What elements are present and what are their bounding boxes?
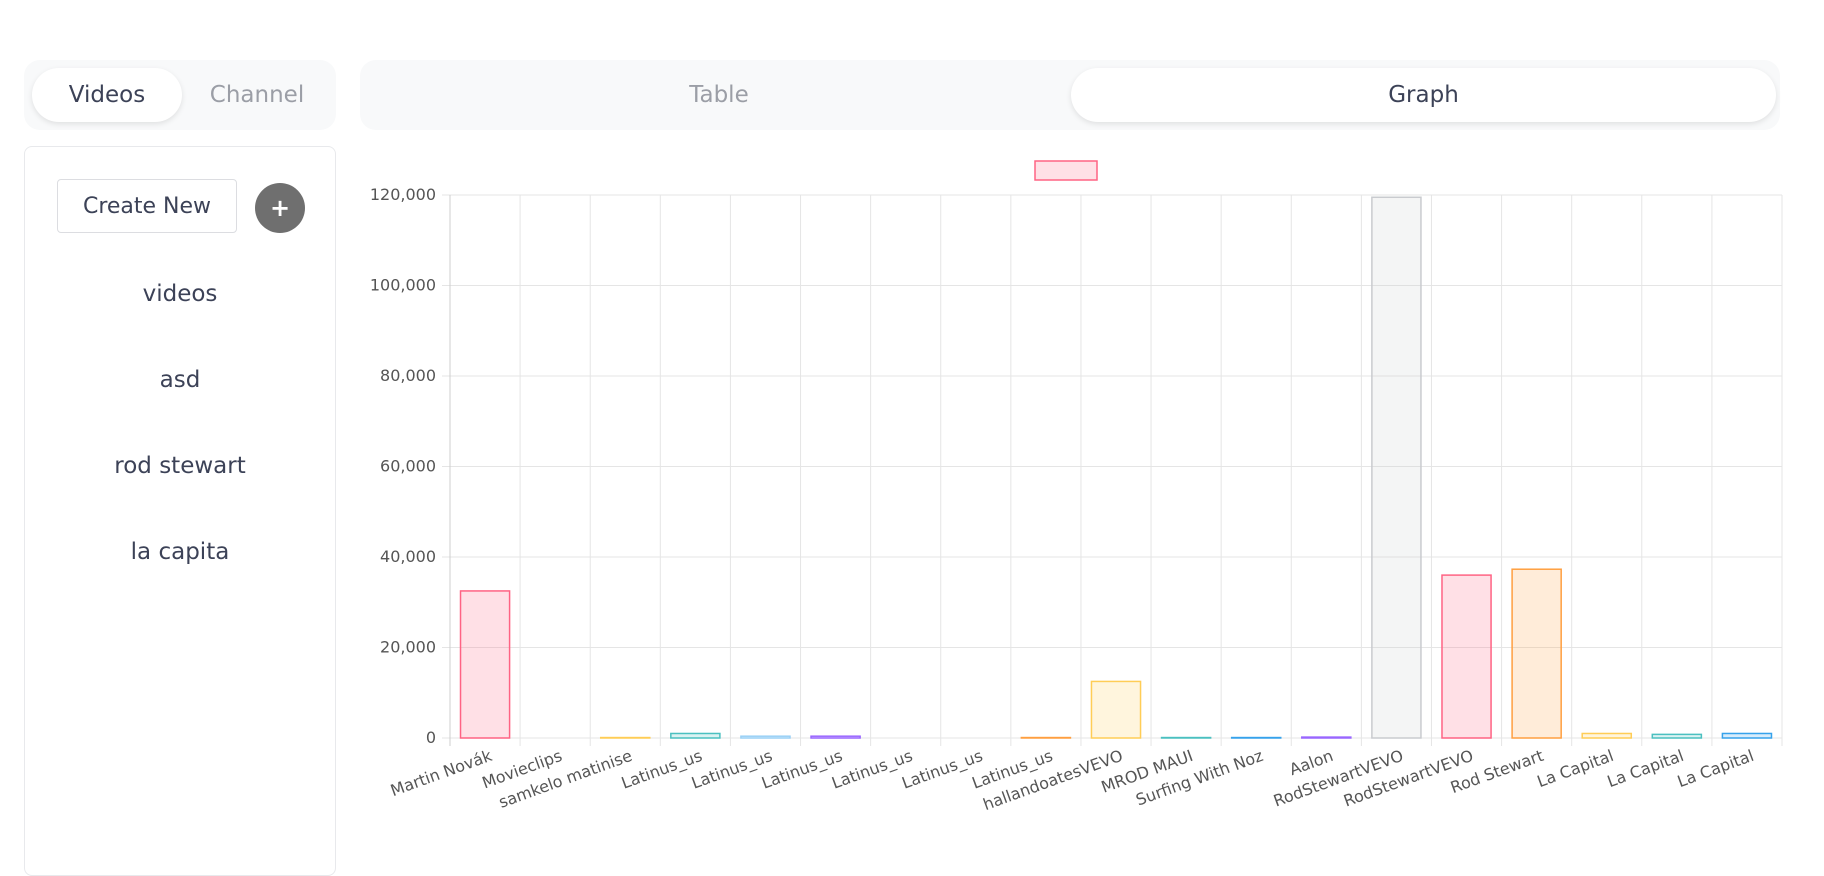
y-tick-label: 40,000 — [380, 547, 436, 566]
bar — [741, 736, 790, 738]
bar — [1442, 575, 1491, 738]
list-item-la-capita[interactable]: la capita — [25, 509, 335, 595]
videos-tab[interactable]: Videos — [32, 68, 182, 122]
bar — [1722, 733, 1771, 738]
sidebar: Create New + videos asd rod stewart la c… — [24, 146, 336, 876]
list-item-videos[interactable]: videos — [25, 251, 335, 337]
list-item-rod-stewart[interactable]: rod stewart — [25, 423, 335, 509]
view-toggle: Videos Channel — [24, 60, 336, 130]
bar — [1372, 197, 1421, 738]
y-tick-label: 120,000 — [370, 185, 436, 204]
x-tick-label: Martin Novák — [388, 746, 495, 801]
y-tick-label: 80,000 — [380, 366, 436, 385]
bar-chart: 0 20,000 40,000 60,000 80,000 100,000 120,000 M… — [360, 150, 1790, 856]
table-tab[interactable]: Table — [368, 68, 1070, 122]
bar — [1652, 734, 1701, 738]
add-icon[interactable]: + — [255, 183, 305, 233]
x-tick-label: La Capital — [1675, 746, 1757, 791]
bar — [811, 736, 860, 738]
display-toggle: Table Graph — [360, 60, 1780, 130]
y-tick-label: 0 — [426, 728, 436, 747]
playlist-list: videos asd rod stewart la capita — [25, 251, 335, 595]
y-tick-label: 20,000 — [380, 638, 436, 657]
legend-swatch — [1035, 161, 1097, 180]
bar — [1302, 737, 1351, 738]
x-tick-label: La Capital — [1605, 746, 1687, 791]
y-tick-label: 100,000 — [370, 276, 436, 295]
bar — [1512, 569, 1561, 738]
x-tick-label: La Capital — [1535, 746, 1617, 791]
create-new-button[interactable]: Create New — [57, 179, 237, 233]
y-tick-label: 60,000 — [380, 457, 436, 476]
list-item-asd[interactable]: asd — [25, 337, 335, 423]
bar — [671, 733, 720, 738]
channel-tab[interactable]: Channel — [184, 68, 330, 122]
bar — [461, 591, 510, 738]
bar — [1582, 733, 1631, 738]
bar — [1091, 681, 1140, 738]
graph-tab[interactable]: Graph — [1071, 68, 1776, 122]
